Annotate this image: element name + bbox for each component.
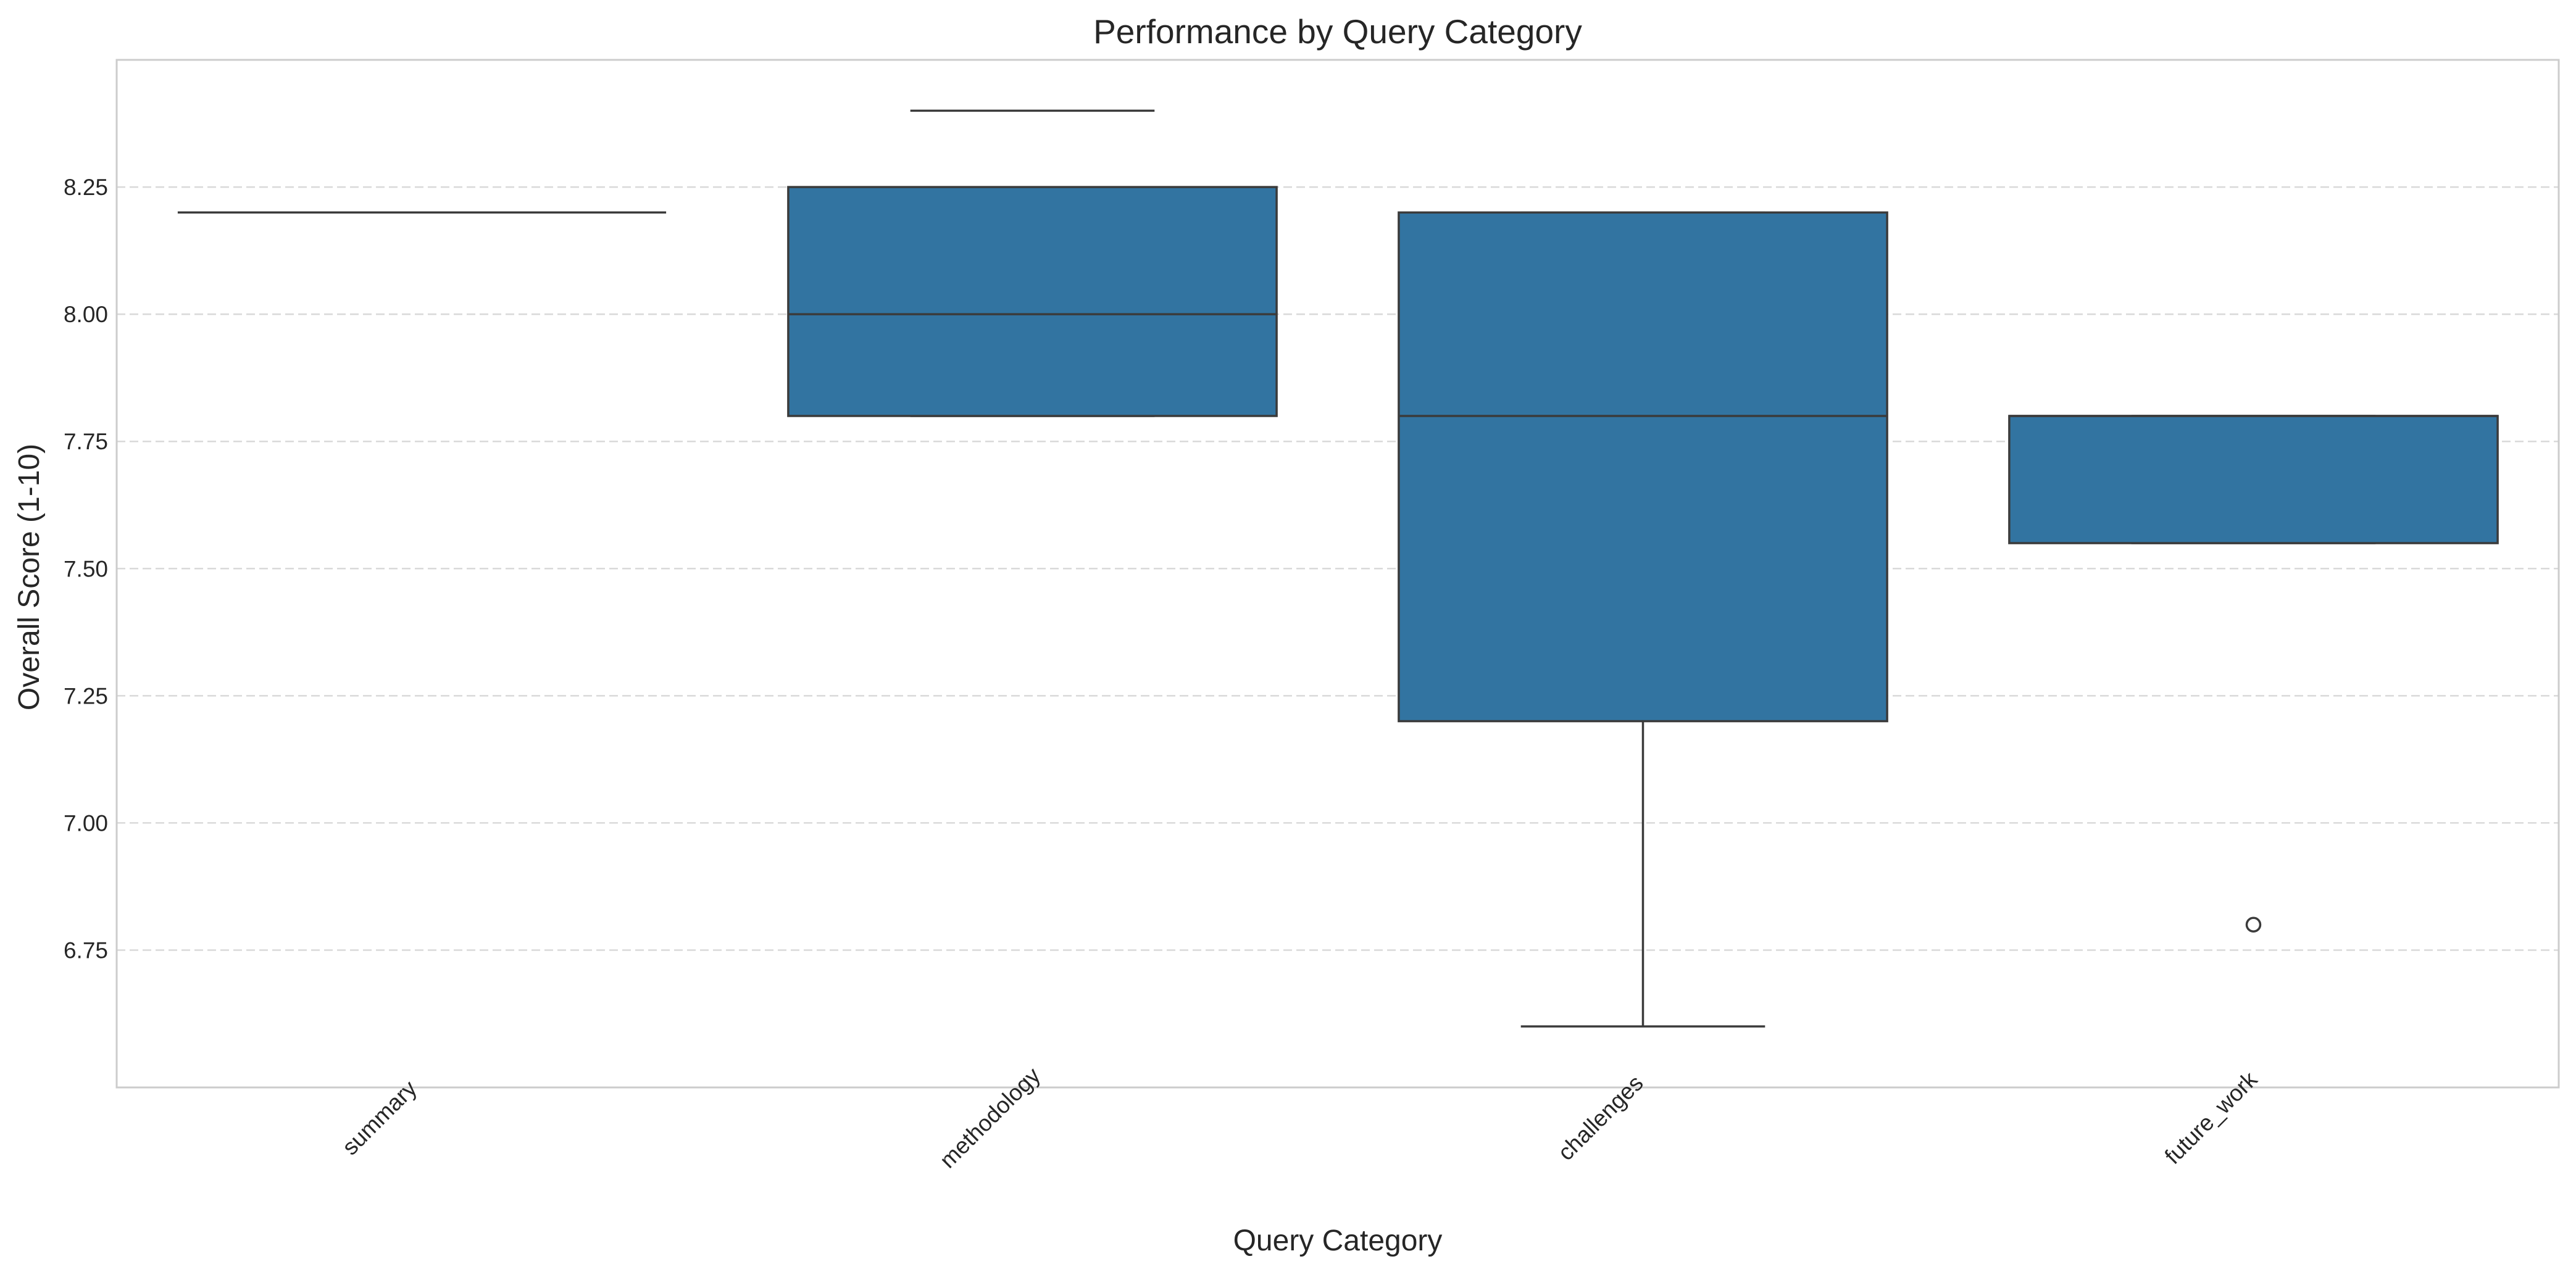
box-iqr xyxy=(2008,415,2499,544)
y-tick-label: 7.00 xyxy=(64,810,108,836)
plot-area-frame xyxy=(115,59,2560,1089)
box-series xyxy=(177,109,2499,1028)
y-tick-label: 6.75 xyxy=(64,937,108,963)
y-tick-label: 7.75 xyxy=(64,429,108,454)
y-tick-label: 8.25 xyxy=(64,175,108,200)
x-axis-label: Query Category xyxy=(1233,1224,1443,1257)
y-axis-ticks: 6.75 7.00 7.25 7.50 7.75 8.00 8.25 xyxy=(64,175,108,963)
chart-title: Performance by Query Category xyxy=(1093,12,1582,51)
y-tick-label: 7.50 xyxy=(64,556,108,581)
box-group xyxy=(787,109,1278,417)
box-group xyxy=(1398,211,1888,1028)
y-tick-label: 7.25 xyxy=(64,683,108,709)
y-tick-label: 8.00 xyxy=(64,302,108,327)
box-iqr xyxy=(787,186,1278,417)
box-group xyxy=(2008,415,2499,933)
box-iqr xyxy=(1398,211,1888,723)
outlier-point xyxy=(2245,916,2262,933)
grid-lines xyxy=(117,186,2559,951)
y-axis-label: Overall Score (1-10) xyxy=(13,444,46,710)
